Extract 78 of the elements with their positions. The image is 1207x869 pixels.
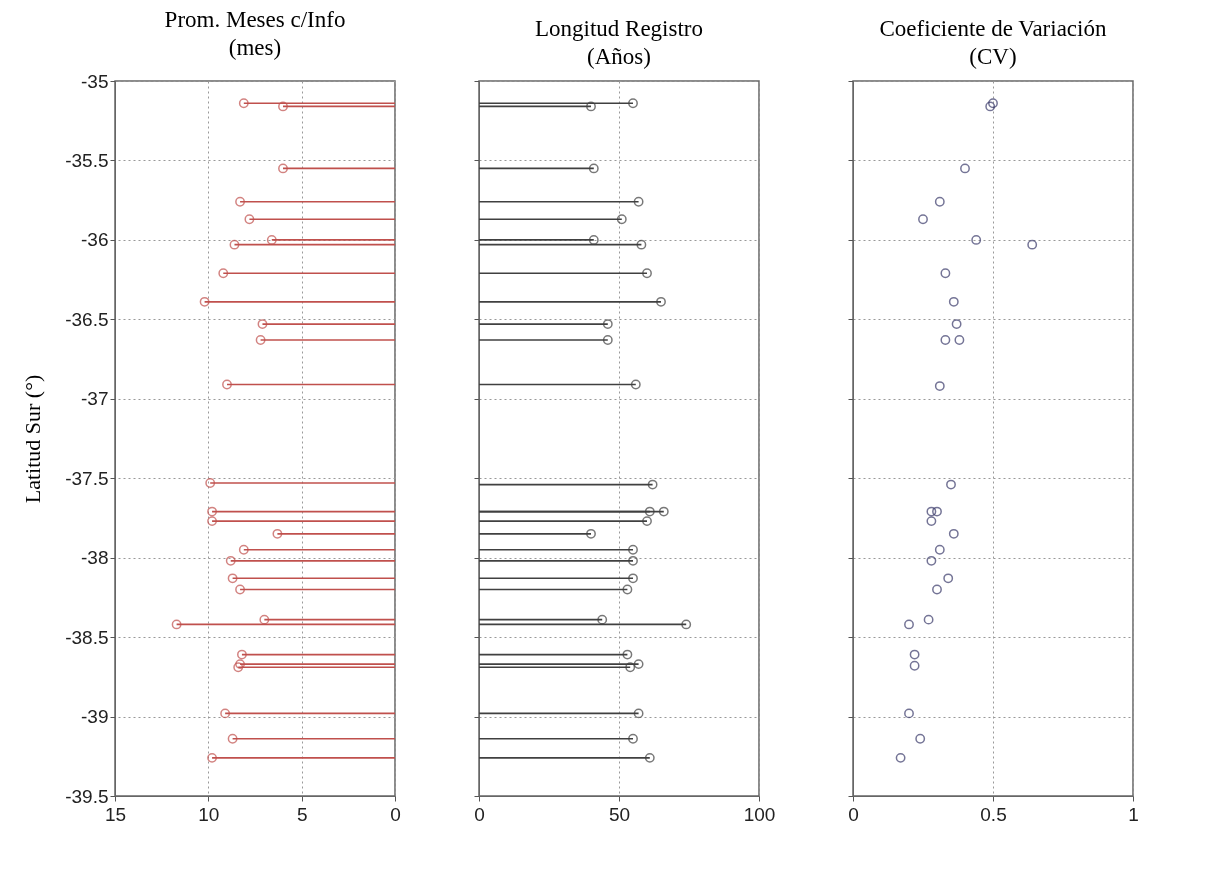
point	[586, 528, 596, 539]
x-tick-label: 1	[1128, 803, 1139, 825]
x-tick-label: 0	[848, 803, 859, 825]
x-tick-label: 5	[296, 803, 308, 825]
point	[630, 379, 641, 390]
point	[971, 234, 982, 245]
point	[597, 614, 608, 625]
y-tick-label: -36	[81, 229, 109, 251]
x-tick-label: 0.5	[980, 803, 1007, 825]
point	[642, 516, 652, 527]
point	[636, 239, 647, 250]
y-tick-label: -39	[81, 706, 109, 728]
point	[934, 196, 945, 207]
point	[915, 733, 926, 744]
x-tick-label: 0	[474, 803, 485, 825]
point	[658, 506, 669, 517]
point	[909, 660, 920, 671]
point	[622, 649, 633, 660]
point	[904, 619, 914, 630]
point	[951, 319, 962, 330]
point	[622, 584, 633, 595]
point	[909, 649, 920, 660]
chart-title: Prom. Meses c/Info (mes)	[164, 7, 346, 60]
point	[940, 268, 951, 279]
point	[940, 335, 951, 345]
chart-title: Coeficiente de Variación (CV)	[879, 15, 1107, 69]
point	[943, 573, 954, 584]
point	[948, 528, 959, 539]
point	[918, 214, 928, 225]
point	[644, 752, 655, 763]
point	[647, 479, 658, 490]
y-tick-label: -38	[81, 547, 109, 569]
point	[625, 662, 636, 673]
y-tick-label: -35.5	[65, 149, 109, 171]
point	[644, 506, 655, 517]
x-tick-label: 50	[608, 803, 631, 825]
point	[628, 555, 638, 566]
point	[628, 544, 638, 555]
point	[628, 573, 638, 584]
x-tick-label: 10	[198, 803, 220, 825]
point	[642, 268, 652, 279]
point	[1027, 239, 1038, 250]
point	[633, 196, 644, 207]
y-tick-label: -37.5	[65, 467, 109, 489]
point	[926, 555, 937, 566]
point	[934, 544, 945, 555]
point	[616, 214, 627, 225]
point	[960, 163, 970, 174]
point	[934, 381, 945, 391]
point	[588, 163, 599, 174]
point	[926, 516, 937, 527]
y-tick-label: -38.5	[65, 626, 109, 648]
x-tick-label: 0	[390, 803, 401, 825]
point	[588, 234, 599, 245]
point	[681, 619, 692, 630]
y-axis-title: Latitud Sur (°)	[20, 374, 46, 504]
point	[633, 708, 644, 719]
point	[946, 479, 956, 490]
y-tick-label: -35	[81, 70, 109, 92]
point	[932, 584, 942, 595]
y-tick-label: -36.5	[65, 308, 109, 330]
point	[602, 319, 613, 330]
point	[656, 296, 666, 307]
y-tick-label: -37	[81, 388, 109, 410]
point	[926, 506, 937, 517]
point	[954, 335, 965, 345]
point	[628, 733, 638, 744]
point	[932, 506, 942, 517]
point	[633, 659, 644, 670]
point	[948, 296, 959, 307]
point	[904, 708, 914, 719]
point	[602, 335, 613, 345]
chart-title: Longitud Registro (Años)	[534, 15, 704, 69]
point	[923, 614, 934, 625]
point	[895, 752, 906, 763]
point	[586, 101, 596, 112]
x-tick-label: 100	[743, 803, 776, 825]
point	[628, 98, 638, 109]
